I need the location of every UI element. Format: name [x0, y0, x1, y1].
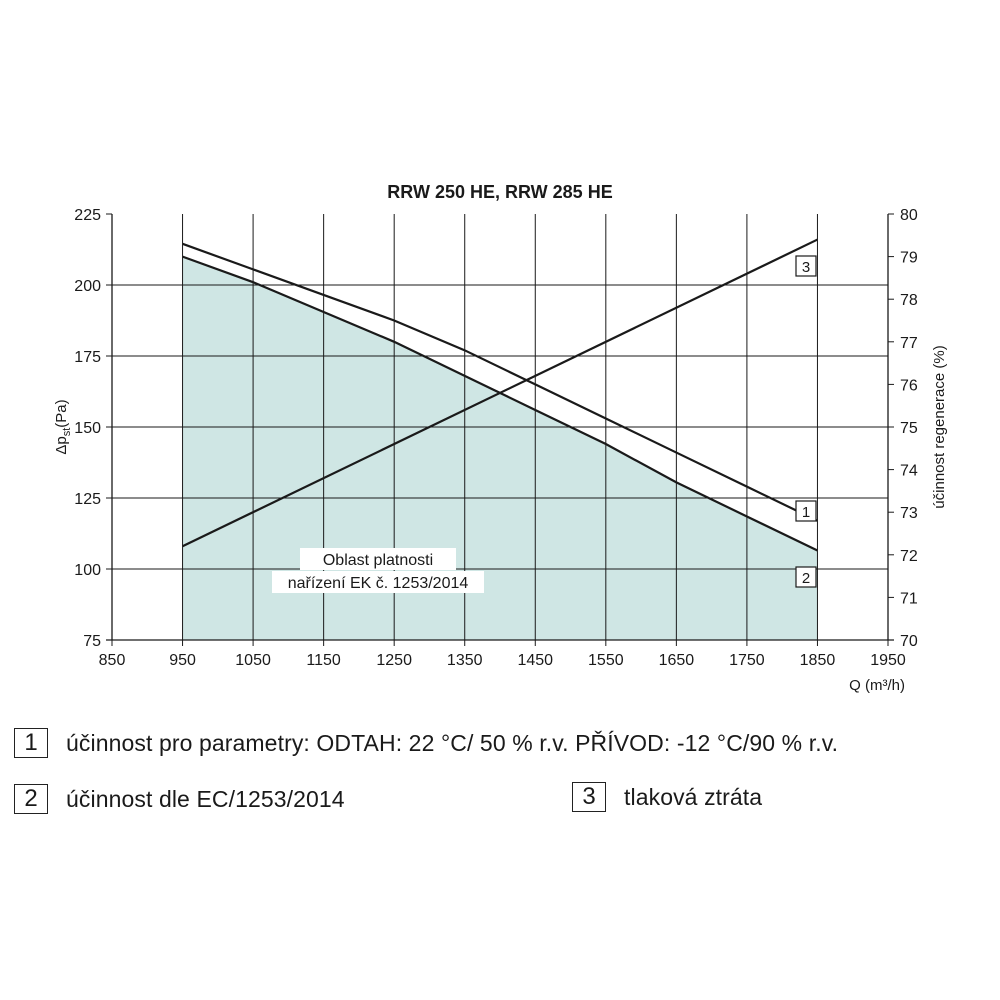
y-right-tick-label: 76	[900, 377, 918, 394]
y-left-tick-label: 175	[74, 349, 101, 366]
legend-item-2: 2 účinnost dle EC/1253/2014	[14, 784, 345, 814]
y-left-tick-label: 200	[74, 278, 101, 295]
legend-key-2: 2	[14, 784, 48, 814]
y-left-tick-label: 75	[83, 633, 101, 650]
y-left-tick-label: 100	[74, 562, 101, 579]
y-left-tick-label: 150	[74, 420, 101, 437]
series-marker-label-1: 1	[802, 504, 810, 521]
legend-key-1: 1	[14, 728, 48, 758]
legend-text-1: účinnost pro parametry: ODTAH: 22 °C/ 50…	[66, 729, 839, 756]
x-tick-label: 1950	[870, 652, 906, 669]
region-label-bg-1	[300, 548, 456, 570]
y-right-tick-label: 80	[900, 207, 918, 224]
series-marker-box-2	[795, 566, 817, 588]
chart: 75 100 125 150 175 200 225 70 71 72 73 74 75 76 77 78 79…	[53, 182, 948, 694]
series	[182, 238, 818, 552]
y-right-tick-label: 77	[900, 335, 918, 352]
y-left-tick-label: 125	[74, 491, 101, 508]
series-line-1	[182, 242, 818, 522]
region-label-line1: Oblast platnosti	[323, 552, 433, 569]
legend-text-2: účinnost dle EC/1253/2014	[66, 785, 345, 812]
x-tick-label: 1850	[800, 652, 836, 669]
legend-key-3: 3	[572, 782, 606, 812]
validity-region	[182, 256, 818, 640]
validity-region-fill	[182, 256, 818, 640]
region-label-bg-2	[272, 571, 484, 593]
y-axis-right-label: účinnost regenerace (%)	[931, 345, 948, 508]
region-label-line2: nařízení EK č. 1253/2014	[288, 575, 469, 592]
y-right-tick-label: 78	[900, 292, 918, 309]
x-tick-label: 850	[99, 652, 126, 669]
legend-item-3: 3 tlaková ztráta	[572, 782, 762, 812]
x-axis-label: Q (m³/h)	[849, 677, 905, 694]
y-right-tick-label: 71	[900, 590, 918, 607]
y-right-tick-label: 72	[900, 548, 918, 565]
axes: 75 100 125 150 175 200 225 70 71 72 73 74 75 76 77 78 79…	[74, 207, 918, 669]
y-right-tick-label: 75	[900, 420, 918, 437]
y-right-tick-label: 74	[900, 463, 918, 480]
series-marker-label-3: 3	[802, 259, 810, 276]
chart-title: RRW 250 HE, RRW 285 HE	[387, 182, 612, 202]
y-left-tick-label: 225	[74, 207, 101, 224]
legend-item-1: 1 účinnost pro parametry: ODTAH: 22 °C/ …	[14, 728, 838, 758]
y-right-tick-label: 70	[900, 633, 918, 650]
y-right-tick-label: 79	[900, 250, 918, 267]
x-tick-label: 1750	[729, 652, 765, 669]
x-tick-label: 1550	[588, 652, 624, 669]
legend-text-3: tlaková ztráta	[624, 783, 763, 810]
x-tick-label: 1150	[306, 652, 341, 669]
labels: 1 2 3 Oblast platnosti nařízení EK č. 1253/2…	[53, 182, 948, 694]
x-tick-label: 1350	[447, 652, 483, 669]
x-tick-label: 950	[169, 652, 196, 669]
y-right-tick-label: 73	[900, 505, 918, 522]
x-tick-label: 1650	[659, 652, 695, 669]
x-tick-label: 1050	[235, 652, 271, 669]
series-marker-box-1	[795, 500, 817, 522]
y-axis-left-label: Δpst(Pa)	[53, 399, 73, 454]
x-tick-label: 1450	[517, 652, 553, 669]
x-tick-label: 1250	[376, 652, 412, 669]
series-marker-box-3	[795, 255, 817, 277]
series-marker-label-2: 2	[802, 570, 810, 587]
series-line-3	[182, 238, 818, 548]
